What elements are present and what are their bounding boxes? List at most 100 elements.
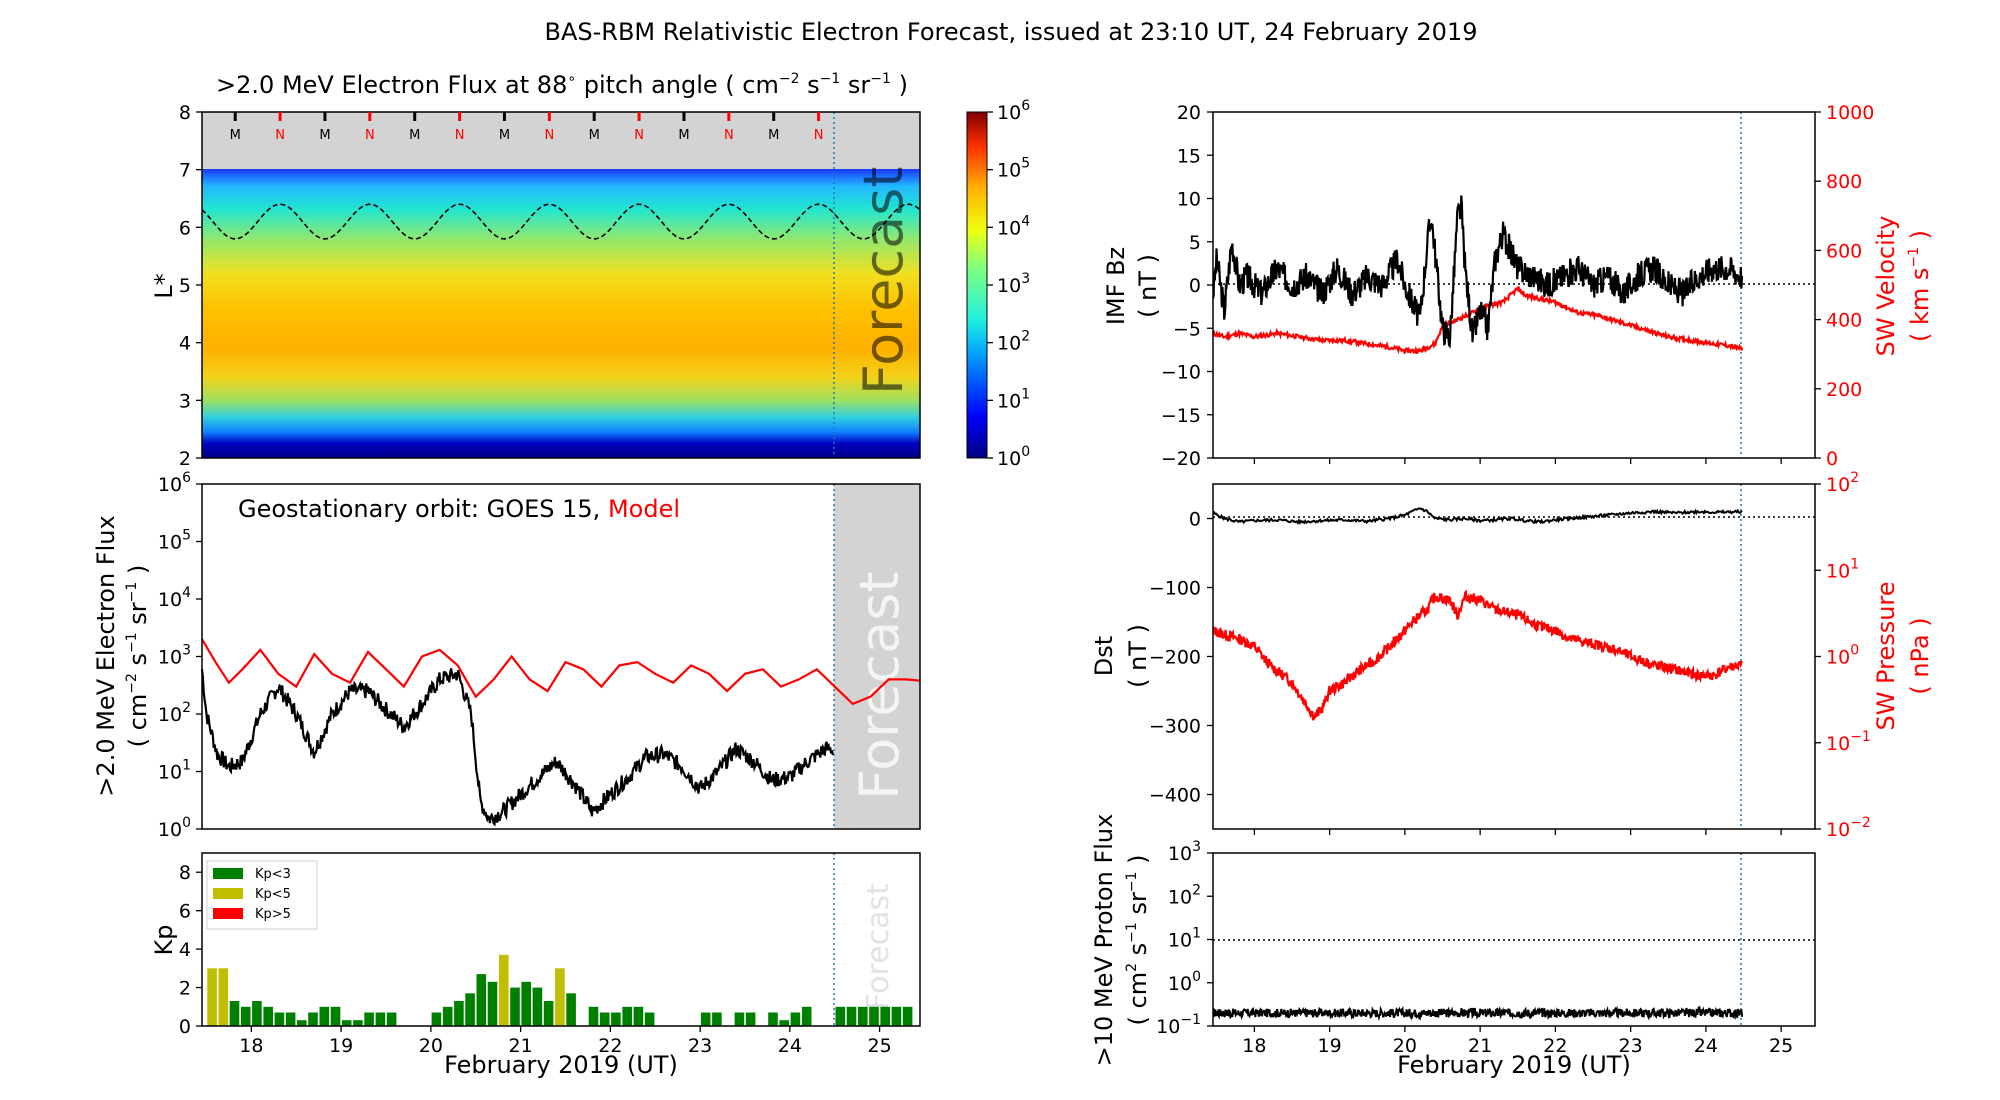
sw-pressure-ylabel-units: ( nPa ) [1906, 617, 1934, 694]
kp-bar [543, 1001, 554, 1026]
dst-ytick-label: −100 [1149, 578, 1201, 600]
kp-bar [487, 981, 498, 1026]
geo-legend: Geostationary orbit: GOES 15, Model [238, 495, 680, 523]
colorbar-tick-label: 100 [997, 444, 1030, 470]
heatmap-grey-region [202, 112, 920, 169]
kp-bar [330, 1006, 341, 1026]
left-xlabel: February 2019 (UT) [444, 1051, 678, 1079]
dst-ytick-label: −400 [1149, 785, 1201, 807]
imf-ytick-label: 10 [1177, 189, 1201, 211]
colorbar-tick-label: 104 [997, 213, 1030, 239]
kp-bar [285, 1012, 296, 1026]
kp-bar [880, 1006, 890, 1026]
heatmap-ytick-label: 4 [179, 333, 191, 355]
geo-flux-panel: Forecast Geostationary orbit: GOES 15, M… [92, 470, 921, 841]
kp-frame [201, 852, 921, 1027]
orbit-marker-label: M [678, 128, 689, 143]
orbit-marker-label: N [544, 128, 554, 143]
kp-bar [218, 968, 229, 1026]
kp-bar [622, 1006, 632, 1026]
left-xtick-label: 23 [688, 1035, 712, 1057]
sw-pressure-line [1211, 589, 1744, 721]
colorbar-tick-label: 102 [997, 329, 1030, 355]
dst-ytick-label: −200 [1149, 647, 1201, 669]
proton-ytick-label: 10−1 [1156, 1012, 1201, 1038]
kp-bar [341, 1020, 352, 1026]
proton-ytick-label: 103 [1168, 839, 1201, 865]
kp-ytick-label: 6 [179, 901, 191, 923]
pressure-ytick-label: 101 [1826, 556, 1859, 582]
right-xtick-label: 18 [1242, 1035, 1266, 1057]
kp-bar [442, 1006, 453, 1026]
dst-panel: Dst ( nT ) SW Pressure ( nPa ) −400 −300 −… [1090, 470, 1934, 841]
dst-ylabel-units: ( nT ) [1124, 624, 1152, 688]
colorbar-gradient [966, 111, 988, 459]
velocity-ytick-label: 400 [1826, 310, 1862, 332]
dst-ytick-label: 0 [1189, 509, 1201, 531]
imf-ytick-label: 15 [1177, 145, 1201, 167]
heatmap-ylabel: L* [150, 273, 178, 298]
kp-bar [532, 987, 543, 1026]
proton-ytick-label: 101 [1168, 926, 1201, 952]
kp-legend: Kp<3 Kp<5 Kp>5 [206, 860, 318, 930]
dst-frame [1212, 483, 1816, 830]
heatmap-ytick-label: 2 [179, 448, 191, 470]
kp-ylabel: Kp [150, 925, 178, 956]
kp-bar [465, 993, 475, 1026]
proton-ylabel: >10 MeV Proton Flux [1090, 814, 1118, 1067]
left-xtick-label: 21 [509, 1035, 533, 1057]
left-xtick-label: 22 [598, 1035, 622, 1057]
colorbar-tick-label: 106 [997, 98, 1030, 124]
kp-bar [555, 968, 565, 1026]
velocity-ytick-label: 200 [1826, 379, 1862, 401]
kp-bar [240, 1006, 251, 1026]
pressure-ytick-label: 100 [1826, 643, 1859, 669]
flux-map-panel: >2.0 MeV Electron Flux at 88∘ pitch angl… [150, 71, 921, 470]
kp-forecast-watermark: Forecast [861, 883, 896, 1010]
kp-legend-swatch-mid [213, 888, 243, 899]
imf-ytick-label: 5 [1189, 232, 1201, 254]
right-xtick-label: 19 [1318, 1035, 1342, 1057]
heatmap-ytick-label: 6 [179, 217, 191, 239]
kp-bar [386, 1012, 397, 1026]
imf-ylabel: IMF Bz [1102, 247, 1130, 325]
kp-bar [353, 1020, 363, 1026]
geo-ylabel: >2.0 MeV Electron Flux [92, 515, 120, 796]
kp-ytick-label: 4 [179, 939, 191, 961]
geo-ytick-label: 102 [158, 700, 191, 726]
kp-bar [375, 1012, 386, 1026]
kp-bar [319, 1006, 330, 1026]
kp-bar [869, 1006, 879, 1026]
orbit-marker-label: M [768, 128, 779, 143]
kp-bar [599, 1012, 610, 1026]
geo-ytick-label: 101 [158, 758, 191, 784]
heatmap-ytick-label: 8 [179, 102, 191, 124]
orbit-marker-label: N [365, 128, 375, 143]
imf-panel: IMF Bz ( nT ) SW Velocity ( km s−1 ) −20… [1102, 102, 1934, 470]
kp-bar [566, 993, 576, 1026]
flux-map-title: >2.0 MeV Electron Flux at 88∘ pitch angl… [216, 71, 908, 99]
geo-ylabel-units: ( cm−2 s−1 sr−1 ) [124, 565, 152, 748]
figure-title: BAS-RBM Relativistic Electron Forecast, … [545, 18, 1478, 46]
kp-bar [476, 974, 487, 1026]
pressure-ytick-label: 10−2 [1826, 815, 1871, 841]
proton-ytick-label: 100 [1168, 969, 1201, 995]
orbit-marker-label: N [814, 128, 824, 143]
kp-bar [768, 1012, 778, 1026]
right-xtick-label: 21 [1468, 1035, 1492, 1057]
orbit-marker-label: M [409, 128, 420, 143]
orbit-marker-label: M [589, 128, 600, 143]
left-xtick-label: 19 [329, 1035, 353, 1057]
kp-bar [790, 1012, 801, 1026]
kp-bar [700, 1012, 711, 1026]
kp-legend-swatch-high [213, 908, 243, 919]
geo-ytick-label: 104 [158, 585, 191, 611]
goes15-flux-line [200, 668, 834, 827]
kp-ytick-label: 8 [179, 862, 191, 884]
left-xtick-label: 24 [778, 1035, 802, 1057]
kp-bar [611, 1012, 621, 1026]
pressure-ytick-label: 10−1 [1826, 729, 1871, 755]
kp-bar [801, 1006, 812, 1026]
